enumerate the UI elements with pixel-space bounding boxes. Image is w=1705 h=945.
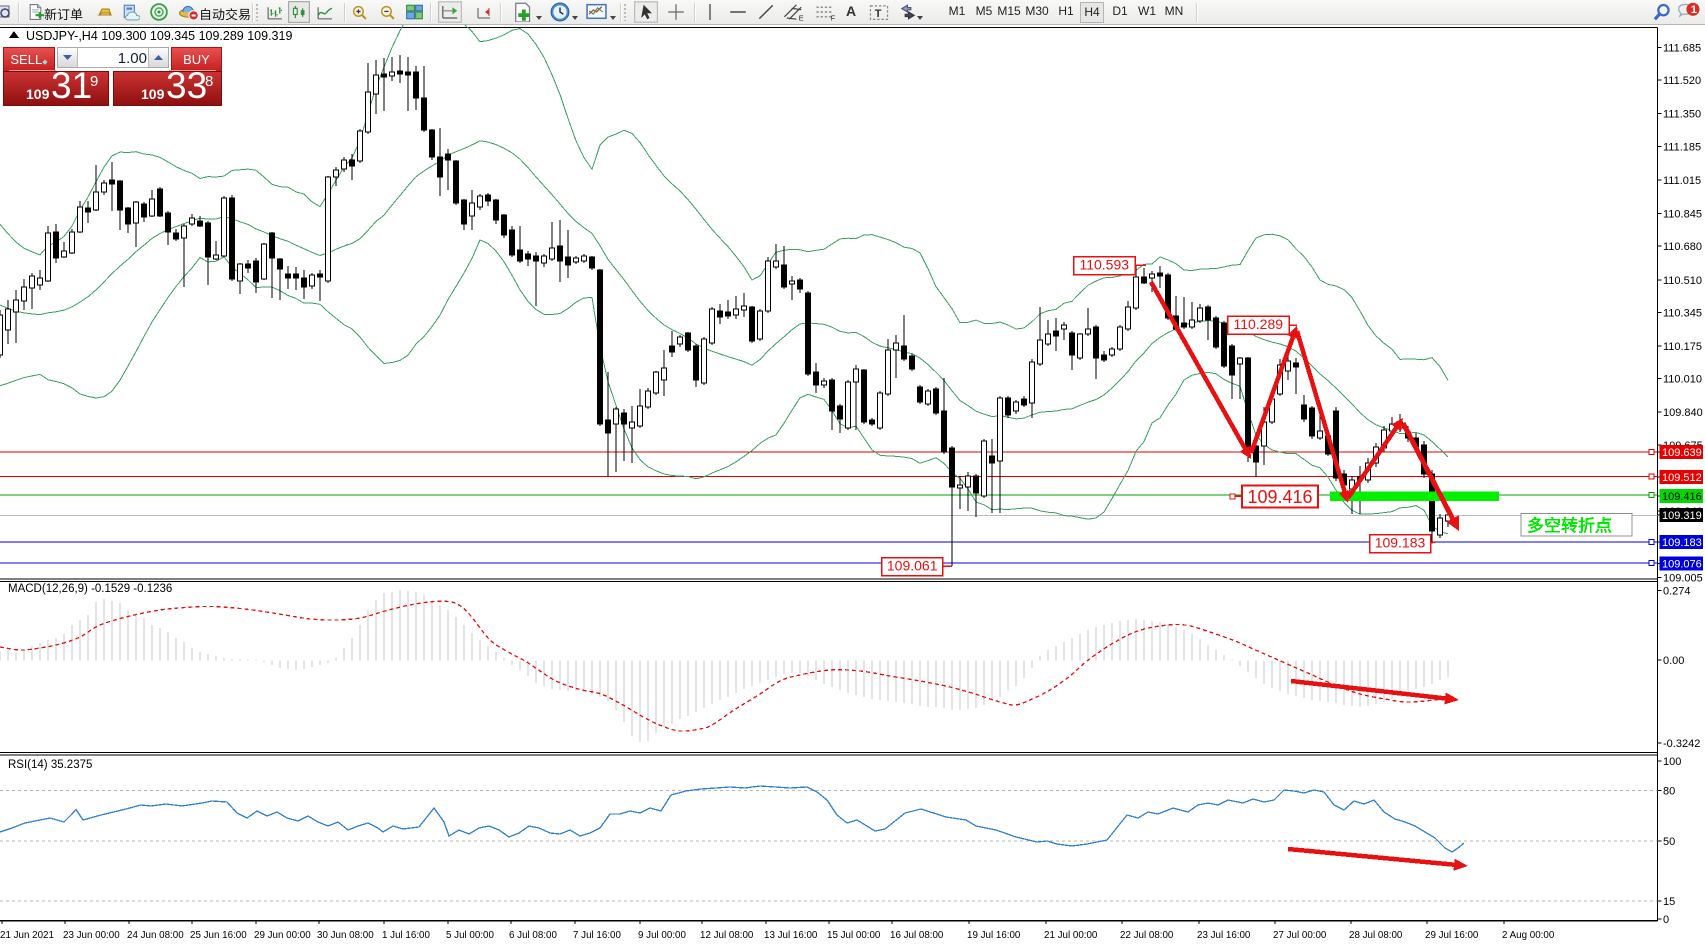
svg-text:16 Jul 08:00: 16 Jul 08:00 bbox=[890, 930, 944, 941]
svg-text:13 Jul 16:00: 13 Jul 16:00 bbox=[764, 930, 818, 941]
svg-text:15 Jul 00:00: 15 Jul 00:00 bbox=[827, 930, 881, 941]
svg-text:19 Jul 16:00: 19 Jul 16:00 bbox=[967, 930, 1021, 941]
svg-text:109.183: 109.183 bbox=[1375, 535, 1426, 551]
svg-text:109.076: 109.076 bbox=[1662, 558, 1702, 570]
svg-text:12 Jul 08:00: 12 Jul 08:00 bbox=[700, 930, 754, 941]
svg-text:109.416: 109.416 bbox=[1662, 491, 1702, 503]
svg-text:109.512: 109.512 bbox=[1662, 472, 1702, 484]
svg-text:110.175: 110.175 bbox=[1663, 341, 1702, 353]
svg-text:1 Jul 16:00: 1 Jul 16:00 bbox=[382, 930, 430, 941]
svg-text:109.319: 109.319 bbox=[1662, 510, 1702, 522]
svg-text:109.639: 109.639 bbox=[1662, 447, 1702, 459]
svg-text:7 Jul 16:00: 7 Jul 16:00 bbox=[573, 930, 621, 941]
svg-text:22 Jul 08:00: 22 Jul 08:00 bbox=[1120, 930, 1174, 941]
svg-text:0.00: 0.00 bbox=[1663, 655, 1684, 667]
svg-text:100: 100 bbox=[1663, 756, 1681, 768]
svg-text:109.840: 109.840 bbox=[1663, 407, 1703, 419]
svg-text:15: 15 bbox=[1663, 896, 1675, 908]
svg-text:50: 50 bbox=[1663, 836, 1675, 848]
svg-text:111.015: 111.015 bbox=[1663, 175, 1701, 187]
svg-text:110.345: 110.345 bbox=[1663, 307, 1702, 319]
svg-text:109.183: 109.183 bbox=[1662, 537, 1702, 549]
svg-text:5 Jul 00:00: 5 Jul 00:00 bbox=[446, 930, 494, 941]
svg-text:25 Jun 16:00: 25 Jun 16:00 bbox=[190, 930, 247, 941]
svg-text:RSI(14) 35.2375: RSI(14) 35.2375 bbox=[8, 759, 92, 771]
svg-text:9 Jul 00:00: 9 Jul 00:00 bbox=[638, 930, 686, 941]
svg-text:USDJPY-,H4 109.300 109.345 10: USDJPY-,H4 109.300 109.345 109.289 109.3… bbox=[26, 29, 292, 43]
svg-text:111.685: 111.685 bbox=[1663, 42, 1701, 54]
svg-text:6 Jul 08:00: 6 Jul 08:00 bbox=[509, 930, 557, 941]
svg-text:80: 80 bbox=[1663, 785, 1675, 797]
svg-text:E: E bbox=[799, 13, 804, 22]
svg-text:2 Aug 00:00: 2 Aug 00:00 bbox=[1502, 930, 1555, 941]
svg-text:110.593: 110.593 bbox=[1079, 257, 1129, 273]
svg-text:-0.3242: -0.3242 bbox=[1663, 738, 1700, 750]
svg-text:110.510: 110.510 bbox=[1663, 275, 1702, 287]
svg-text:29 Jul 16:00: 29 Jul 16:00 bbox=[1425, 930, 1479, 941]
svg-text:0.274: 0.274 bbox=[1663, 586, 1691, 598]
svg-text:110.010: 110.010 bbox=[1663, 374, 1702, 386]
svg-text:24 Jun 08:00: 24 Jun 08:00 bbox=[127, 930, 184, 941]
svg-text:F: F bbox=[831, 13, 836, 22]
svg-text:0: 0 bbox=[1663, 914, 1669, 926]
svg-text:MACD(12,26,9) -0.1529 -0.1236: MACD(12,26,9) -0.1529 -0.1236 bbox=[8, 583, 172, 595]
svg-text:23 Jun 00:00: 23 Jun 00:00 bbox=[63, 930, 120, 941]
svg-text:109.416: 109.416 bbox=[1247, 487, 1312, 507]
svg-text:111.185: 111.185 bbox=[1663, 141, 1701, 153]
svg-text:109.061: 109.061 bbox=[887, 558, 938, 574]
svg-text:1: 1 bbox=[1691, 4, 1697, 16]
svg-text:30 Jun 08:00: 30 Jun 08:00 bbox=[317, 930, 374, 941]
svg-text:21 Jul 00:00: 21 Jul 00:00 bbox=[1044, 930, 1098, 941]
svg-text:111.520: 111.520 bbox=[1663, 75, 1701, 87]
svg-text:110.680: 110.680 bbox=[1663, 241, 1702, 253]
svg-text:110.289: 110.289 bbox=[1233, 316, 1283, 332]
svg-text:21 Jun 2021: 21 Jun 2021 bbox=[0, 930, 54, 941]
svg-text:28 Jul 08:00: 28 Jul 08:00 bbox=[1349, 930, 1403, 941]
svg-text:27 Jul 00:00: 27 Jul 00:00 bbox=[1273, 930, 1327, 941]
svg-text:110.845: 110.845 bbox=[1663, 209, 1702, 221]
svg-text:29 Jun 00:00: 29 Jun 00:00 bbox=[254, 930, 311, 941]
svg-text:T: T bbox=[875, 8, 882, 20]
svg-text:23 Jul 16:00: 23 Jul 16:00 bbox=[1197, 930, 1251, 941]
svg-text:111.350: 111.350 bbox=[1663, 109, 1701, 121]
svg-text:109.005: 109.005 bbox=[1663, 572, 1703, 584]
